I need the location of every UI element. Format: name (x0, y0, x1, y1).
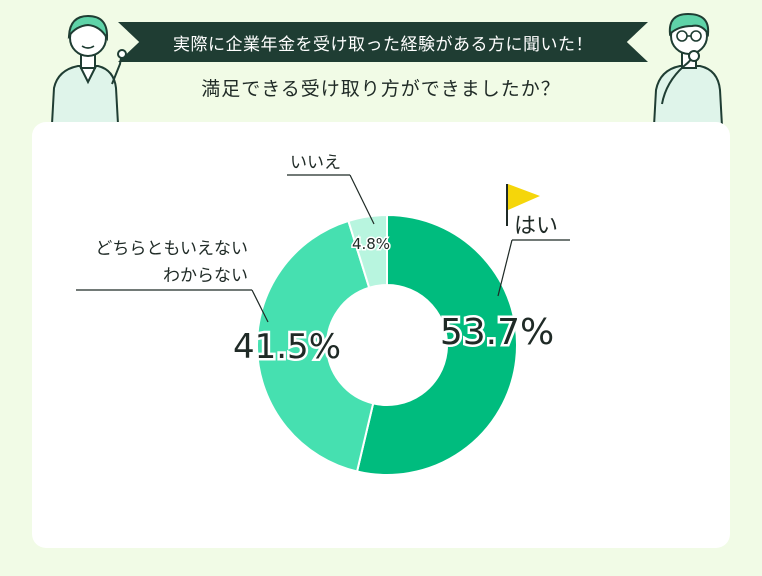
value-label-dochira: 41.5% (233, 327, 341, 367)
slice-iie (347, 213, 388, 289)
category-label-dochira-line1: どちらともいえない (95, 239, 248, 259)
leader-line-dochira-diag (251, 289, 269, 323)
leader-line-iie-diag (349, 174, 375, 225)
category-label-iie: いいえ (290, 153, 341, 173)
pointing-woman-illustration (50, 14, 127, 124)
banner-text: 実際に企業年金を受け取った経験がある方に聞いた！ (173, 34, 593, 55)
value-label-iie: 4.8% (352, 235, 390, 253)
category-label-hai: はい (514, 214, 558, 239)
question-text: 満足できる受け取り方ができましたか？ (201, 78, 561, 100)
leader-line-hai-diag (497, 239, 513, 297)
slice-hai (355, 213, 518, 476)
chart-card (32, 122, 730, 548)
thinking-man-illustration (652, 12, 724, 126)
title-banner: 実際に企業年金を受け取った経験がある方に聞いた！ (118, 22, 648, 62)
category-label-dochira-line2: わからない (163, 266, 248, 286)
flag-icon (506, 184, 540, 226)
value-label-hai: 53.7% (440, 312, 554, 353)
slice-dochira (256, 219, 375, 473)
